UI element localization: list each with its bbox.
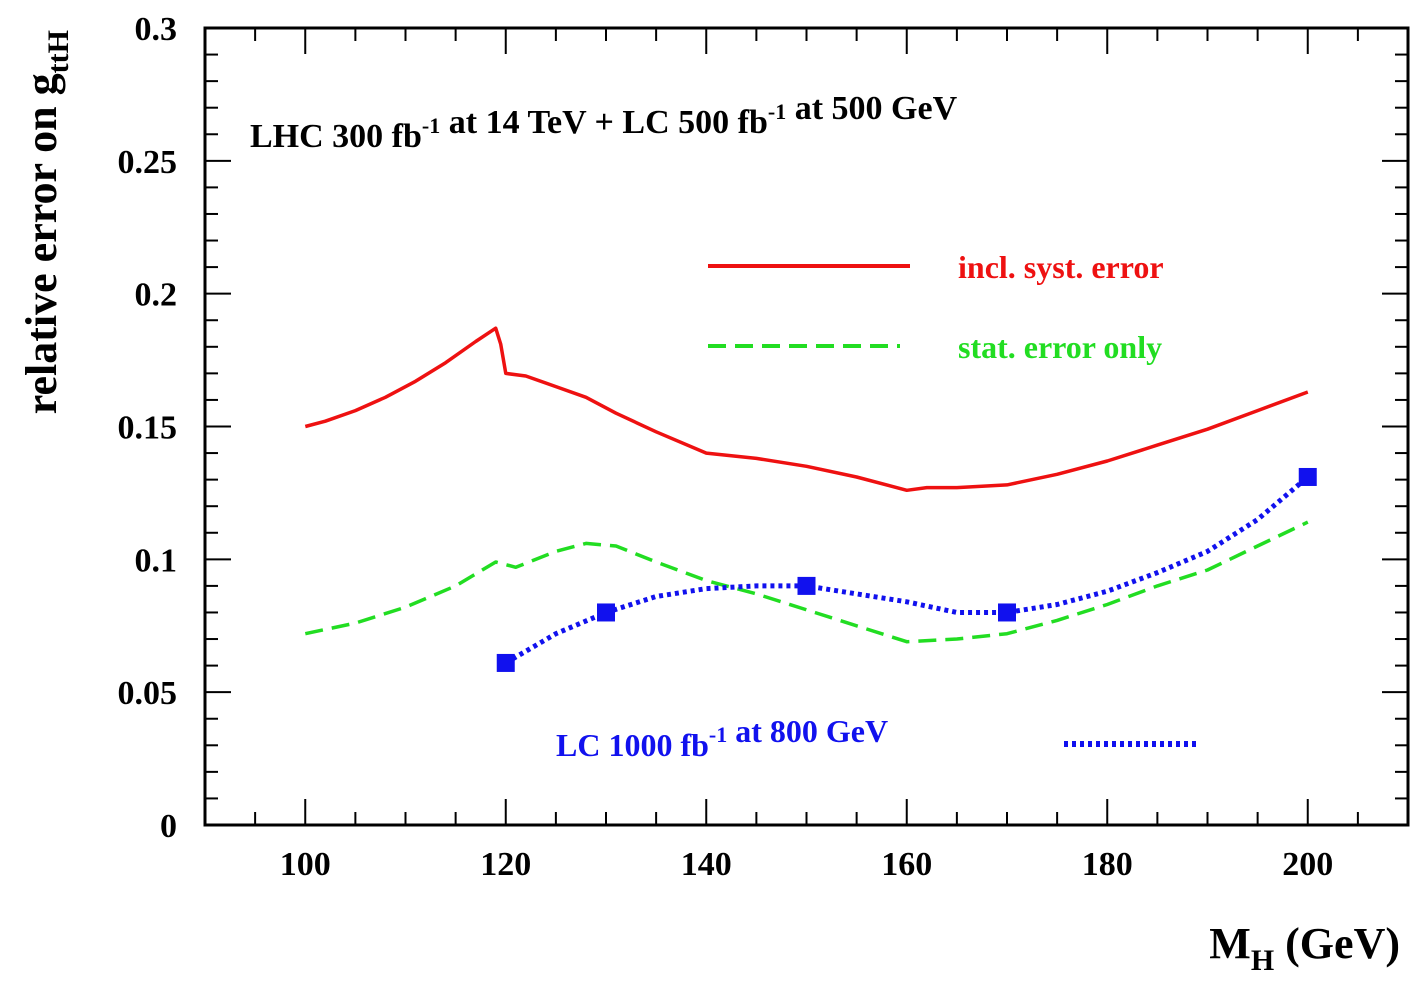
x-axis-label: MH (GeV) [1209,919,1400,977]
y-tick-label: 0.3 [135,11,178,48]
data-point-marker [1298,467,1317,486]
y-axis-label: relative error on gttH [17,30,75,414]
x-tick-label: 100 [280,846,331,883]
chart-title: LHC 300 fb-1 at 14 TeV + LC 500 fb-1 at … [250,90,958,155]
series-layer [304,326,1317,672]
y-tick-label: 0.2 [135,277,178,314]
y-tick-label: 0.25 [118,144,178,181]
axis-ticks [204,27,1409,826]
series-line-2 [304,520,1309,644]
y-tick-label: 0.15 [118,410,178,447]
data-point-marker [597,603,615,622]
legend: incl. syst. error stat. error only LC 1000… [556,249,1200,763]
x-tick-label: 200 [1282,846,1333,883]
x-tick-label: 120 [480,846,531,883]
tick-labels: 100 120 140 160 180 200 0 0.05 0.1 0.15 0.2 0.25 0.3 [118,11,1334,883]
y-tick-label: 0.05 [118,675,178,712]
axis-labels: MH (GeV) relative error on gttH [17,30,1400,977]
data-point-marker [998,603,1016,622]
series-line-3 [504,475,1310,666]
y-tick-label: 0.1 [135,542,178,579]
x-tick-label: 180 [1082,846,1133,883]
legend-label-stat: stat. error only [958,329,1162,365]
x-tick-label: 140 [681,846,732,883]
series-line-1 [304,326,1309,493]
data-point-marker [797,576,816,595]
chart-title-text: LHC 300 fb-1 at 14 TeV + LC 500 fb-1 at … [250,90,958,155]
x-tick-label: 160 [881,846,932,883]
data-point-marker [496,653,515,672]
legend-label-lc800: LC 1000 fb-1 at 800 GeV [556,713,888,763]
legend-label-syst: incl. syst. error [958,249,1164,285]
y-tick-label: 0 [160,808,177,845]
